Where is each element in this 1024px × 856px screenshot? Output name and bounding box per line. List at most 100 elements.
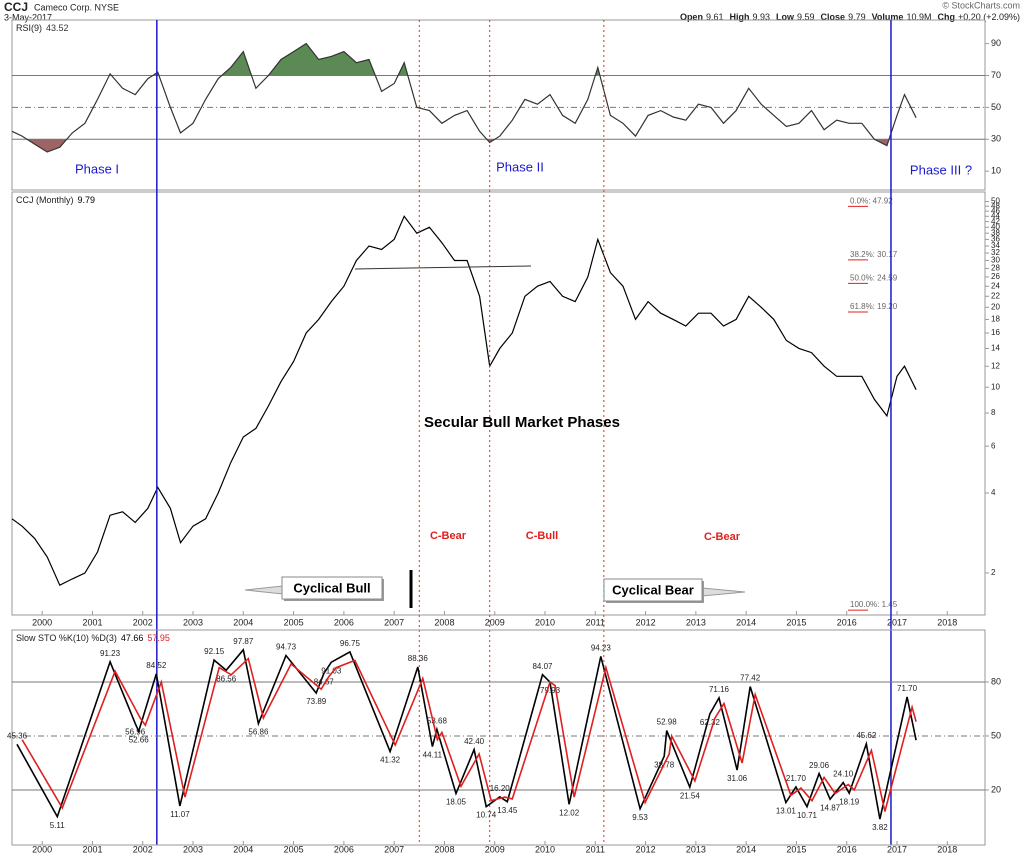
quote-label: Low <box>776 12 795 22</box>
data-label: 12.02 <box>559 808 580 817</box>
overbought-fill <box>12 43 917 76</box>
data-label: 73.89 <box>306 697 327 706</box>
x-tick-label: 2008 <box>434 844 454 854</box>
data-label: 45.36 <box>7 731 28 740</box>
fib-label: 38.2%: 30.17 <box>850 250 898 259</box>
x-tick-label: 2018 <box>937 844 957 854</box>
y-tick-label: 38 <box>991 228 1000 237</box>
legend-label: Slow STO %K(10) %D(3) <box>16 633 117 643</box>
data-label: 16.20 <box>490 784 511 793</box>
company: Cameco Corp. NYSE <box>34 2 119 12</box>
data-label: 56.86 <box>248 728 269 737</box>
x-tick-label: 2000 <box>32 617 52 627</box>
panel <box>11 19 986 191</box>
data-label: 62.32 <box>700 718 721 727</box>
annotation: Cyclical Bear <box>612 582 694 597</box>
y-tick-label: 44 <box>991 211 1000 220</box>
y-tick-label: 80 <box>991 676 1001 686</box>
x-tick-label: 2005 <box>284 617 304 627</box>
panel <box>11 191 986 616</box>
x-tick-label: 2010 <box>535 617 555 627</box>
annotation: C-Bear <box>430 530 467 542</box>
y-tick-label: 32 <box>991 248 1000 257</box>
y-tick-label: 50 <box>991 102 1001 112</box>
x-tick-label: 2013 <box>686 617 706 627</box>
source: © StockCharts.com <box>942 0 1020 10</box>
data-label: 31.06 <box>727 774 748 783</box>
data-label: 71.16 <box>709 685 730 694</box>
x-tick-label: 2007 <box>384 617 404 627</box>
x-tick-label: 2001 <box>82 844 102 854</box>
x-tick-label: 2016 <box>837 844 857 854</box>
data-label: 91.23 <box>100 649 121 658</box>
series-line <box>11 215 917 587</box>
fib-label: 61.8%: 19.20 <box>850 302 898 311</box>
panel <box>11 629 986 846</box>
y-tick-label: 14 <box>991 344 1000 353</box>
legend-label: RSI(9) <box>16 23 42 33</box>
x-tick-label: 2011 <box>586 844 605 854</box>
data-label: 91.03 <box>321 666 342 675</box>
x-tick-label: 2004 <box>233 617 253 627</box>
neckline <box>354 265 532 270</box>
data-label: 29.06 <box>809 761 830 770</box>
y-tick-label: 30 <box>991 256 1000 265</box>
fib-label: 100.0%: 1.45 <box>850 600 898 609</box>
data-label: 18.05 <box>446 798 467 807</box>
data-label: 10.71 <box>797 811 818 820</box>
legend-value: 43.52 <box>46 23 69 33</box>
annotation: C-Bull <box>526 530 558 542</box>
data-label: 44.11 <box>423 751 443 760</box>
series-line <box>16 648 917 820</box>
data-label: 14.87 <box>820 803 841 812</box>
data-label: 97.87 <box>233 637 254 646</box>
data-label: 24.10 <box>833 770 854 779</box>
data-label: 13.45 <box>497 806 518 815</box>
ticker: CCJ <box>4 0 28 14</box>
data-label: 56.96 <box>125 728 146 737</box>
box <box>603 578 703 602</box>
data-label: 94.23 <box>591 644 612 653</box>
y-tick-label: 50 <box>991 730 1001 740</box>
x-tick-label: 2007 <box>384 844 404 854</box>
quote-value: +0.20 (+2.09%) <box>958 12 1020 22</box>
data-label: 77.42 <box>740 674 761 683</box>
x-tick-label: 2012 <box>636 617 656 627</box>
y-tick-label: 30 <box>991 134 1001 144</box>
data-label: 71.70 <box>897 684 918 693</box>
data-label: 21.70 <box>786 774 807 783</box>
legend: Slow STO %K(10) %D(3) 47.66 57.95 <box>16 633 170 643</box>
date: 3-May-2017 <box>4 12 52 22</box>
data-label: 42.40 <box>464 737 485 746</box>
x-tick-label: 2001 <box>82 617 102 627</box>
x-tick-label: 2002 <box>133 844 153 854</box>
x-tick-label: 2006 <box>334 844 354 854</box>
data-label: 52.98 <box>657 718 678 727</box>
x-tick-label: 2002 <box>133 617 153 627</box>
y-tick-label: 6 <box>991 441 996 450</box>
quote-value: 9.61 <box>706 12 724 22</box>
data-label: 21.54 <box>680 791 701 800</box>
oversold-fill <box>12 139 917 153</box>
data-label: 10.74 <box>476 811 497 820</box>
y-tick-label: 20 <box>991 302 1000 311</box>
x-tick-label: 2014 <box>736 617 756 627</box>
annotation: Secular Bull Market Phases <box>424 414 620 431</box>
x-tick-label: 2015 <box>786 617 806 627</box>
legend: RSI(9) 43.52 <box>16 23 69 33</box>
y-tick-label: 4 <box>991 488 996 497</box>
y-tick-label: 40 <box>991 222 1000 231</box>
series-line <box>21 657 917 812</box>
data-label: 86.56 <box>216 674 237 683</box>
legend: CCJ (Monthly) 9.79 <box>16 195 95 205</box>
y-tick-label: 24 <box>991 281 1000 290</box>
annotation: Phase I <box>75 161 119 176</box>
y-tick-label: 70 <box>991 70 1001 80</box>
data-label: 18.19 <box>839 797 860 806</box>
quote-value: 10.9M <box>906 12 931 22</box>
annotation: C-Bear <box>704 531 741 543</box>
data-label: 96.75 <box>340 639 361 648</box>
x-tick-label: 2008 <box>434 617 454 627</box>
y-tick-label: 48 <box>991 201 1000 210</box>
